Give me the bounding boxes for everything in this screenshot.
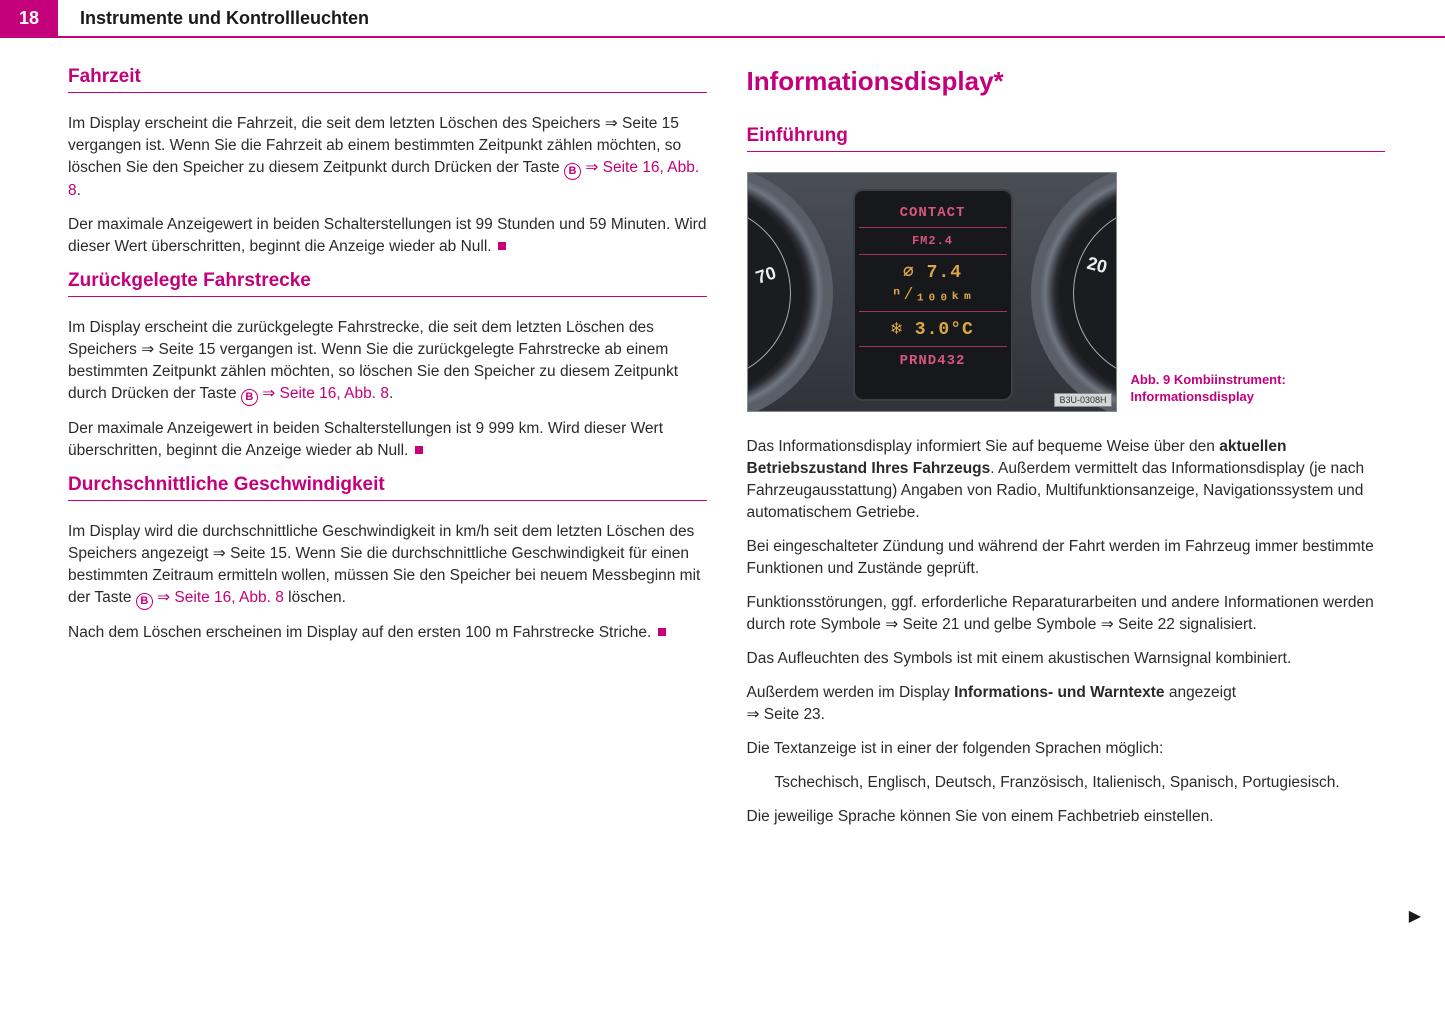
page-header: 18 Instrumente und Kontrollleuchten xyxy=(0,0,1445,38)
geschw-p2: Nach dem Löschen erscheinen im Display a… xyxy=(68,622,707,644)
page-number-badge: 18 xyxy=(0,0,58,36)
heading-informationsdisplay: Informationsdisplay* xyxy=(747,66,1386,97)
arrow-icon: ⇒ xyxy=(885,616,898,633)
bold-text: Informations- und Warntexte xyxy=(954,684,1164,701)
display-line-5: PRND432 xyxy=(859,347,1007,375)
page-header-title: Instrumente und Kontrollleuchten xyxy=(58,0,369,36)
text: Im Display erscheint die Fahrzeit, die s… xyxy=(68,115,605,132)
text: Das Informationsdisplay informiert Sie a… xyxy=(747,438,1220,455)
display-line-3: ∅ 7.4 ⁿ⁄₁₀₀ₖₘ xyxy=(859,255,1007,312)
text: Seite 21 und gelbe Symbole xyxy=(898,616,1101,633)
content-columns: Fahrzeit Im Display erscheint die Fahrze… xyxy=(0,38,1445,860)
heading-einfuehrung: Einführung xyxy=(747,125,1386,152)
info-p8: Die jeweilige Sprache können Sie von ein… xyxy=(747,806,1386,828)
display-line-2: FM2.4 xyxy=(859,228,1007,255)
info-p5: Außerdem werden im Display Informations-… xyxy=(747,682,1386,726)
arrow-icon: ⇒ xyxy=(262,385,275,402)
dashboard-figure: 70 20 CONTACT FM2.4 ∅ 7.4 ⁿ⁄₁₀₀ₖₘ ❄ 3.0°… xyxy=(747,172,1117,412)
figure-caption: Abb. 9 Kombiinstrument: Informationsdisp… xyxy=(1131,371,1306,412)
info-p7-languages: Tschechisch, Englisch, Deutsch, Französi… xyxy=(747,772,1386,794)
center-display: CONTACT FM2.4 ∅ 7.4 ⁿ⁄₁₀₀ₖₘ ❄ 3.0°C PRND… xyxy=(853,189,1013,401)
fahrzeit-p2: Der maximale Anzeigewert in beiden Schal… xyxy=(68,214,707,258)
arrow-icon: ⇒ xyxy=(605,115,618,132)
right-column: Informationsdisplay* Einführung 70 20 CO… xyxy=(747,66,1386,840)
arrow-icon: ⇒ xyxy=(1101,616,1114,633)
text: Seite 22 signalisiert. xyxy=(1114,616,1257,633)
info-p1: Das Informationsdisplay informiert Sie a… xyxy=(747,436,1386,524)
button-b-icon: B xyxy=(564,163,581,180)
end-square-icon xyxy=(498,242,506,250)
end-square-icon xyxy=(658,628,666,636)
text: angezeigt xyxy=(1165,684,1237,701)
text: Nach dem Löschen erscheinen im Display a… xyxy=(68,624,651,641)
link-ref[interactable]: Seite 16, Abb. 8 xyxy=(170,589,284,606)
arrow-icon: ⇒ xyxy=(585,159,598,176)
text: Seite 23. xyxy=(760,706,826,723)
geschw-p1: Im Display wird die durchschnittliche Ge… xyxy=(68,521,707,610)
text: Der maximale Anzeigewert in beiden Schal… xyxy=(68,216,706,255)
figure-block: 70 20 CONTACT FM2.4 ∅ 7.4 ⁿ⁄₁₀₀ₖₘ ❄ 3.0°… xyxy=(747,172,1386,412)
heading-fahrzeit: Fahrzeit xyxy=(68,66,707,93)
gauge-right xyxy=(1031,172,1117,412)
text: Außerdem werden im Display xyxy=(747,684,955,701)
link-ref[interactable]: Seite 16, Abb. 8 xyxy=(275,385,389,402)
continue-arrow-icon: ▶ xyxy=(1409,906,1421,926)
figure-watermark: B3U-0308H xyxy=(1054,393,1111,407)
arrow-icon: ⇒ xyxy=(747,706,760,723)
fahrstrecke-p2: Der maximale Anzeigewert in beiden Schal… xyxy=(68,418,707,462)
fahrzeit-p1: Im Display erscheint die Fahrzeit, die s… xyxy=(68,113,707,202)
display-line-1: CONTACT xyxy=(859,199,1007,228)
info-p2: Bei eingeschalteter Zündung und während … xyxy=(747,536,1386,580)
text: löschen. xyxy=(284,589,346,606)
heading-geschwindigkeit: Durchschnittliche Geschwindigkeit xyxy=(68,474,707,501)
arrow-icon: ⇒ xyxy=(157,589,170,606)
button-b-icon: B xyxy=(136,593,153,610)
end-square-icon xyxy=(415,446,423,454)
button-b-icon: B xyxy=(241,389,258,406)
arrow-icon: ⇒ xyxy=(141,341,154,358)
left-column: Fahrzeit Im Display erscheint die Fahrze… xyxy=(68,66,707,840)
info-p4: Das Aufleuchten des Symbols ist mit eine… xyxy=(747,648,1386,670)
fahrstrecke-p1: Im Display erscheint die zurückgelegte F… xyxy=(68,317,707,406)
gauge-left xyxy=(747,172,833,412)
info-p3: Funktionsstörungen, ggf. erforderliche R… xyxy=(747,592,1386,636)
info-p6: Die Textanzeige ist in einer der folgend… xyxy=(747,738,1386,760)
heading-fahrstrecke: Zurückgelegte Fahrstrecke xyxy=(68,270,707,297)
text: Der maximale Anzeigewert in beiden Schal… xyxy=(68,420,663,459)
arrow-icon: ⇒ xyxy=(213,545,226,562)
display-line-4: ❄ 3.0°C xyxy=(859,312,1007,347)
